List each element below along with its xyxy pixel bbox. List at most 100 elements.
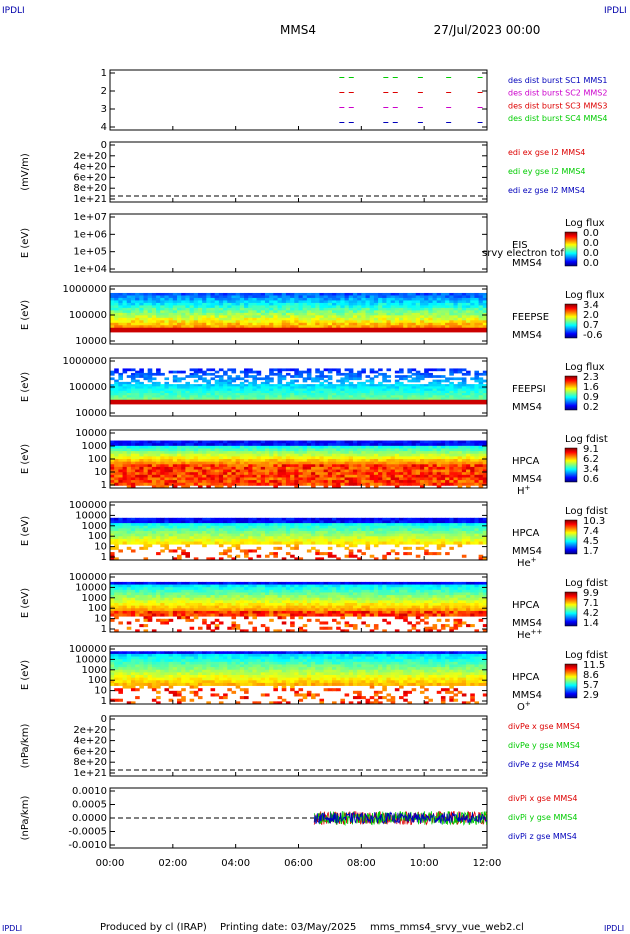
spectrogram-cell	[193, 557, 199, 561]
spectrogram-cell	[114, 531, 119, 535]
spectrogram-cell	[336, 440, 341, 444]
spectrogram-cell	[352, 312, 358, 316]
spectrogram-cell	[424, 541, 429, 545]
spectrogram-cell	[311, 320, 316, 324]
spectrogram-cell	[151, 474, 157, 478]
spectrogram-cell	[181, 459, 186, 463]
spectrogram-cell	[319, 312, 325, 316]
spectrogram-cell	[357, 557, 362, 561]
spectrogram-cell	[294, 395, 299, 399]
spectrogram-cell	[227, 485, 232, 489]
spectrogram-cell	[273, 520, 278, 524]
spectrogram-cell	[390, 451, 396, 455]
spectrogram-cell	[357, 325, 362, 329]
spectrogram-cell	[394, 320, 400, 324]
spectrogram-cell	[156, 302, 161, 306]
spectrogram-cell	[260, 541, 266, 545]
spectrogram-cell	[185, 310, 190, 314]
spectrogram-cell	[378, 320, 383, 324]
spectrogram-cell	[390, 459, 396, 463]
spectrogram-cell	[466, 397, 471, 401]
panel-6-ytick-label: 1	[101, 552, 107, 563]
spectrogram-cell	[478, 533, 484, 537]
spectrogram-cell	[273, 525, 278, 529]
spectrogram-cell	[135, 459, 140, 463]
spectrogram-cell	[177, 397, 182, 401]
spectrogram-cell	[445, 453, 450, 457]
spectrogram-cell	[264, 315, 270, 319]
spectrogram-cell	[273, 300, 278, 304]
spectrogram-cell	[164, 466, 170, 470]
spectrogram-cell	[110, 480, 115, 484]
spectrogram-cell	[311, 393, 316, 396]
spectrogram-cell	[315, 302, 320, 306]
spectrogram-cell	[390, 477, 396, 481]
spectrogram-cell	[340, 517, 345, 521]
spectrogram-cell	[147, 297, 153, 301]
spectrogram-cell	[457, 474, 463, 478]
spectrogram-cell	[323, 536, 329, 540]
spectrogram-cell	[202, 528, 207, 532]
spectrogram-cell	[206, 538, 211, 542]
spectrogram-cell	[264, 477, 270, 481]
spectrogram-cell	[327, 480, 333, 484]
spectrogram-cell	[298, 480, 304, 484]
spectrogram-cell	[177, 393, 182, 396]
spectrogram-cell	[403, 320, 408, 324]
spectrogram-cell	[156, 368, 161, 372]
spectrogram-cell	[365, 517, 371, 521]
spectrogram-cell	[168, 440, 174, 444]
spectrogram-cell	[470, 307, 475, 311]
spectrogram-cell	[415, 386, 421, 390]
spectrogram-cell	[139, 528, 144, 532]
spectrogram-cell	[319, 477, 325, 481]
spectrogram-cell	[189, 482, 195, 486]
spectrogram-cell	[407, 315, 412, 319]
spectrogram-cell	[461, 464, 467, 468]
spectrogram-cell	[239, 377, 245, 381]
spectrogram-cell	[436, 315, 442, 319]
spectrogram-cell	[453, 538, 459, 542]
spectrogram-cell	[206, 322, 211, 326]
spectrogram-cell	[193, 477, 199, 481]
spectrogram-cell	[231, 472, 237, 476]
spectrogram-cell	[256, 325, 262, 329]
spectrogram-cell	[248, 531, 253, 535]
spectrogram-cell	[277, 451, 283, 455]
spectrogram-cell	[411, 368, 417, 372]
spectrogram-cell	[244, 295, 249, 299]
spectrogram-cell	[449, 451, 454, 455]
spectrogram-cell	[294, 322, 299, 326]
spectrogram-cell	[281, 307, 287, 311]
spectrogram-cell	[482, 320, 488, 324]
spectrogram-cell	[369, 297, 375, 301]
spectrogram-cell	[298, 517, 304, 521]
spectrogram-cell	[352, 372, 358, 376]
spectrogram-cell	[277, 531, 283, 535]
spectrogram-cell	[332, 440, 337, 444]
spectrogram-cell	[457, 538, 463, 542]
spectrogram-cell	[235, 320, 241, 324]
spectrogram-cell	[382, 377, 387, 381]
spectrogram-cell	[294, 480, 299, 484]
spectrogram-cell	[223, 372, 228, 376]
spectrogram-cell	[482, 370, 488, 374]
spectrogram-cell	[319, 390, 325, 394]
spectrogram-cell	[118, 395, 123, 399]
spectrogram-cell	[177, 297, 182, 301]
spectrogram-cell	[269, 377, 274, 381]
spectrogram-cell	[202, 372, 207, 376]
spectrogram-cell	[399, 325, 404, 329]
spectrogram-cell	[290, 312, 295, 316]
spectrogram-cell	[147, 517, 153, 521]
panel-5-spacecraft: MMS4	[512, 474, 542, 485]
spectrogram-cell	[315, 477, 320, 481]
spectrogram-cell	[474, 377, 480, 381]
spectrogram-cell	[290, 443, 295, 447]
spectrogram-cell	[344, 302, 350, 306]
spectrogram-cell	[344, 538, 350, 542]
spectrogram-cell	[130, 292, 136, 296]
spectrogram-cell	[466, 388, 471, 392]
spectrogram-cell	[248, 525, 253, 529]
spectrogram-cell	[126, 480, 132, 484]
